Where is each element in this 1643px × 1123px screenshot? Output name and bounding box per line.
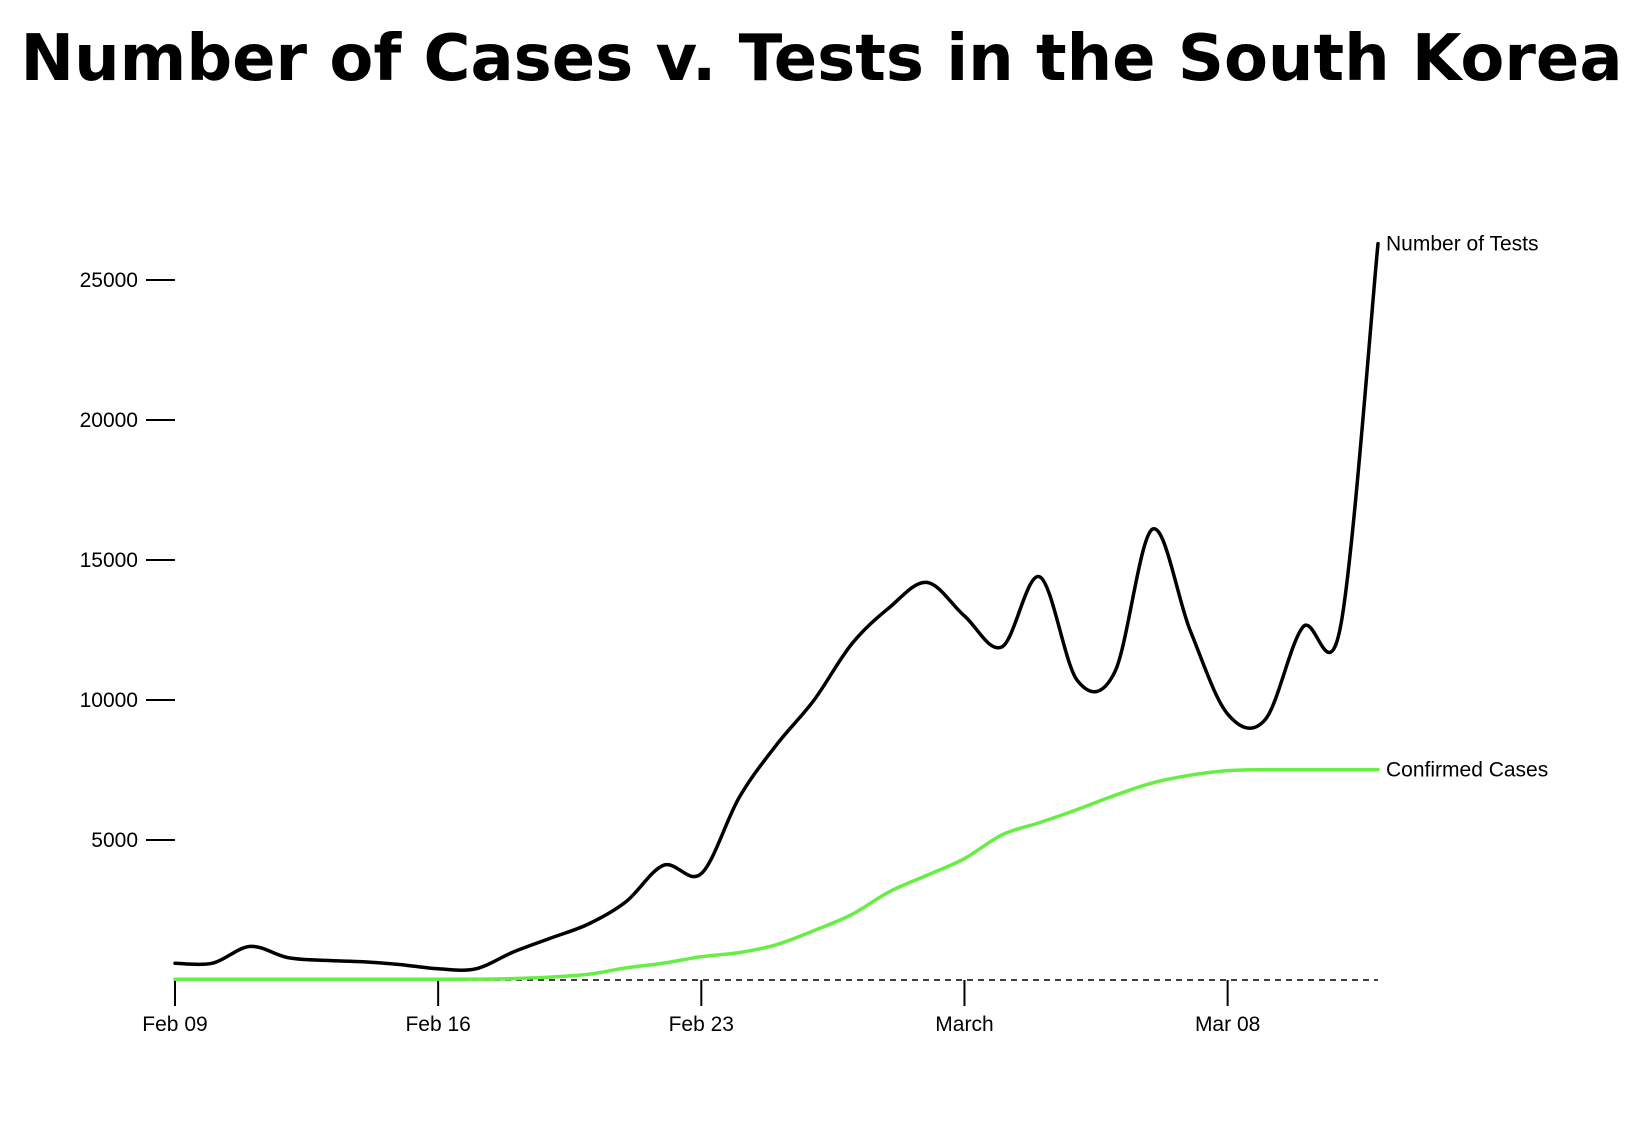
y-tick-label: 10000 [80, 689, 138, 712]
series-layer [173, 241, 1380, 981]
series-line-number-of-tests [173, 241, 1380, 972]
x-tick-label: Feb 23 [669, 1013, 734, 1036]
x-axis: Feb 09 Feb 16 Feb 23 March Mar 08 [142, 980, 1260, 1036]
series-label-confirmed-cases: Confirmed Cases [1386, 759, 1548, 782]
series-labels: Number of Tests Confirmed Cases [1386, 233, 1548, 782]
y-tick-label: 15000 [80, 549, 138, 572]
y-tick-label: 25000 [80, 269, 138, 292]
x-tick-label: Mar 08 [1195, 1013, 1260, 1036]
y-tick-label: 20000 [80, 409, 138, 432]
x-tick-label: Feb 09 [142, 1013, 207, 1036]
chart-title: Number of Cases v. Tests in the South Ko… [20, 22, 1623, 96]
y-tick-label: 5000 [91, 829, 138, 852]
series-label-number-of-tests: Number of Tests [1386, 233, 1539, 256]
x-tick-label: March [935, 1013, 993, 1036]
x-tick-label: Feb 16 [405, 1013, 470, 1036]
y-axis: 5000 10000 15000 20000 25000 [80, 269, 175, 852]
series-line-confirmed-cases [173, 767, 1380, 981]
